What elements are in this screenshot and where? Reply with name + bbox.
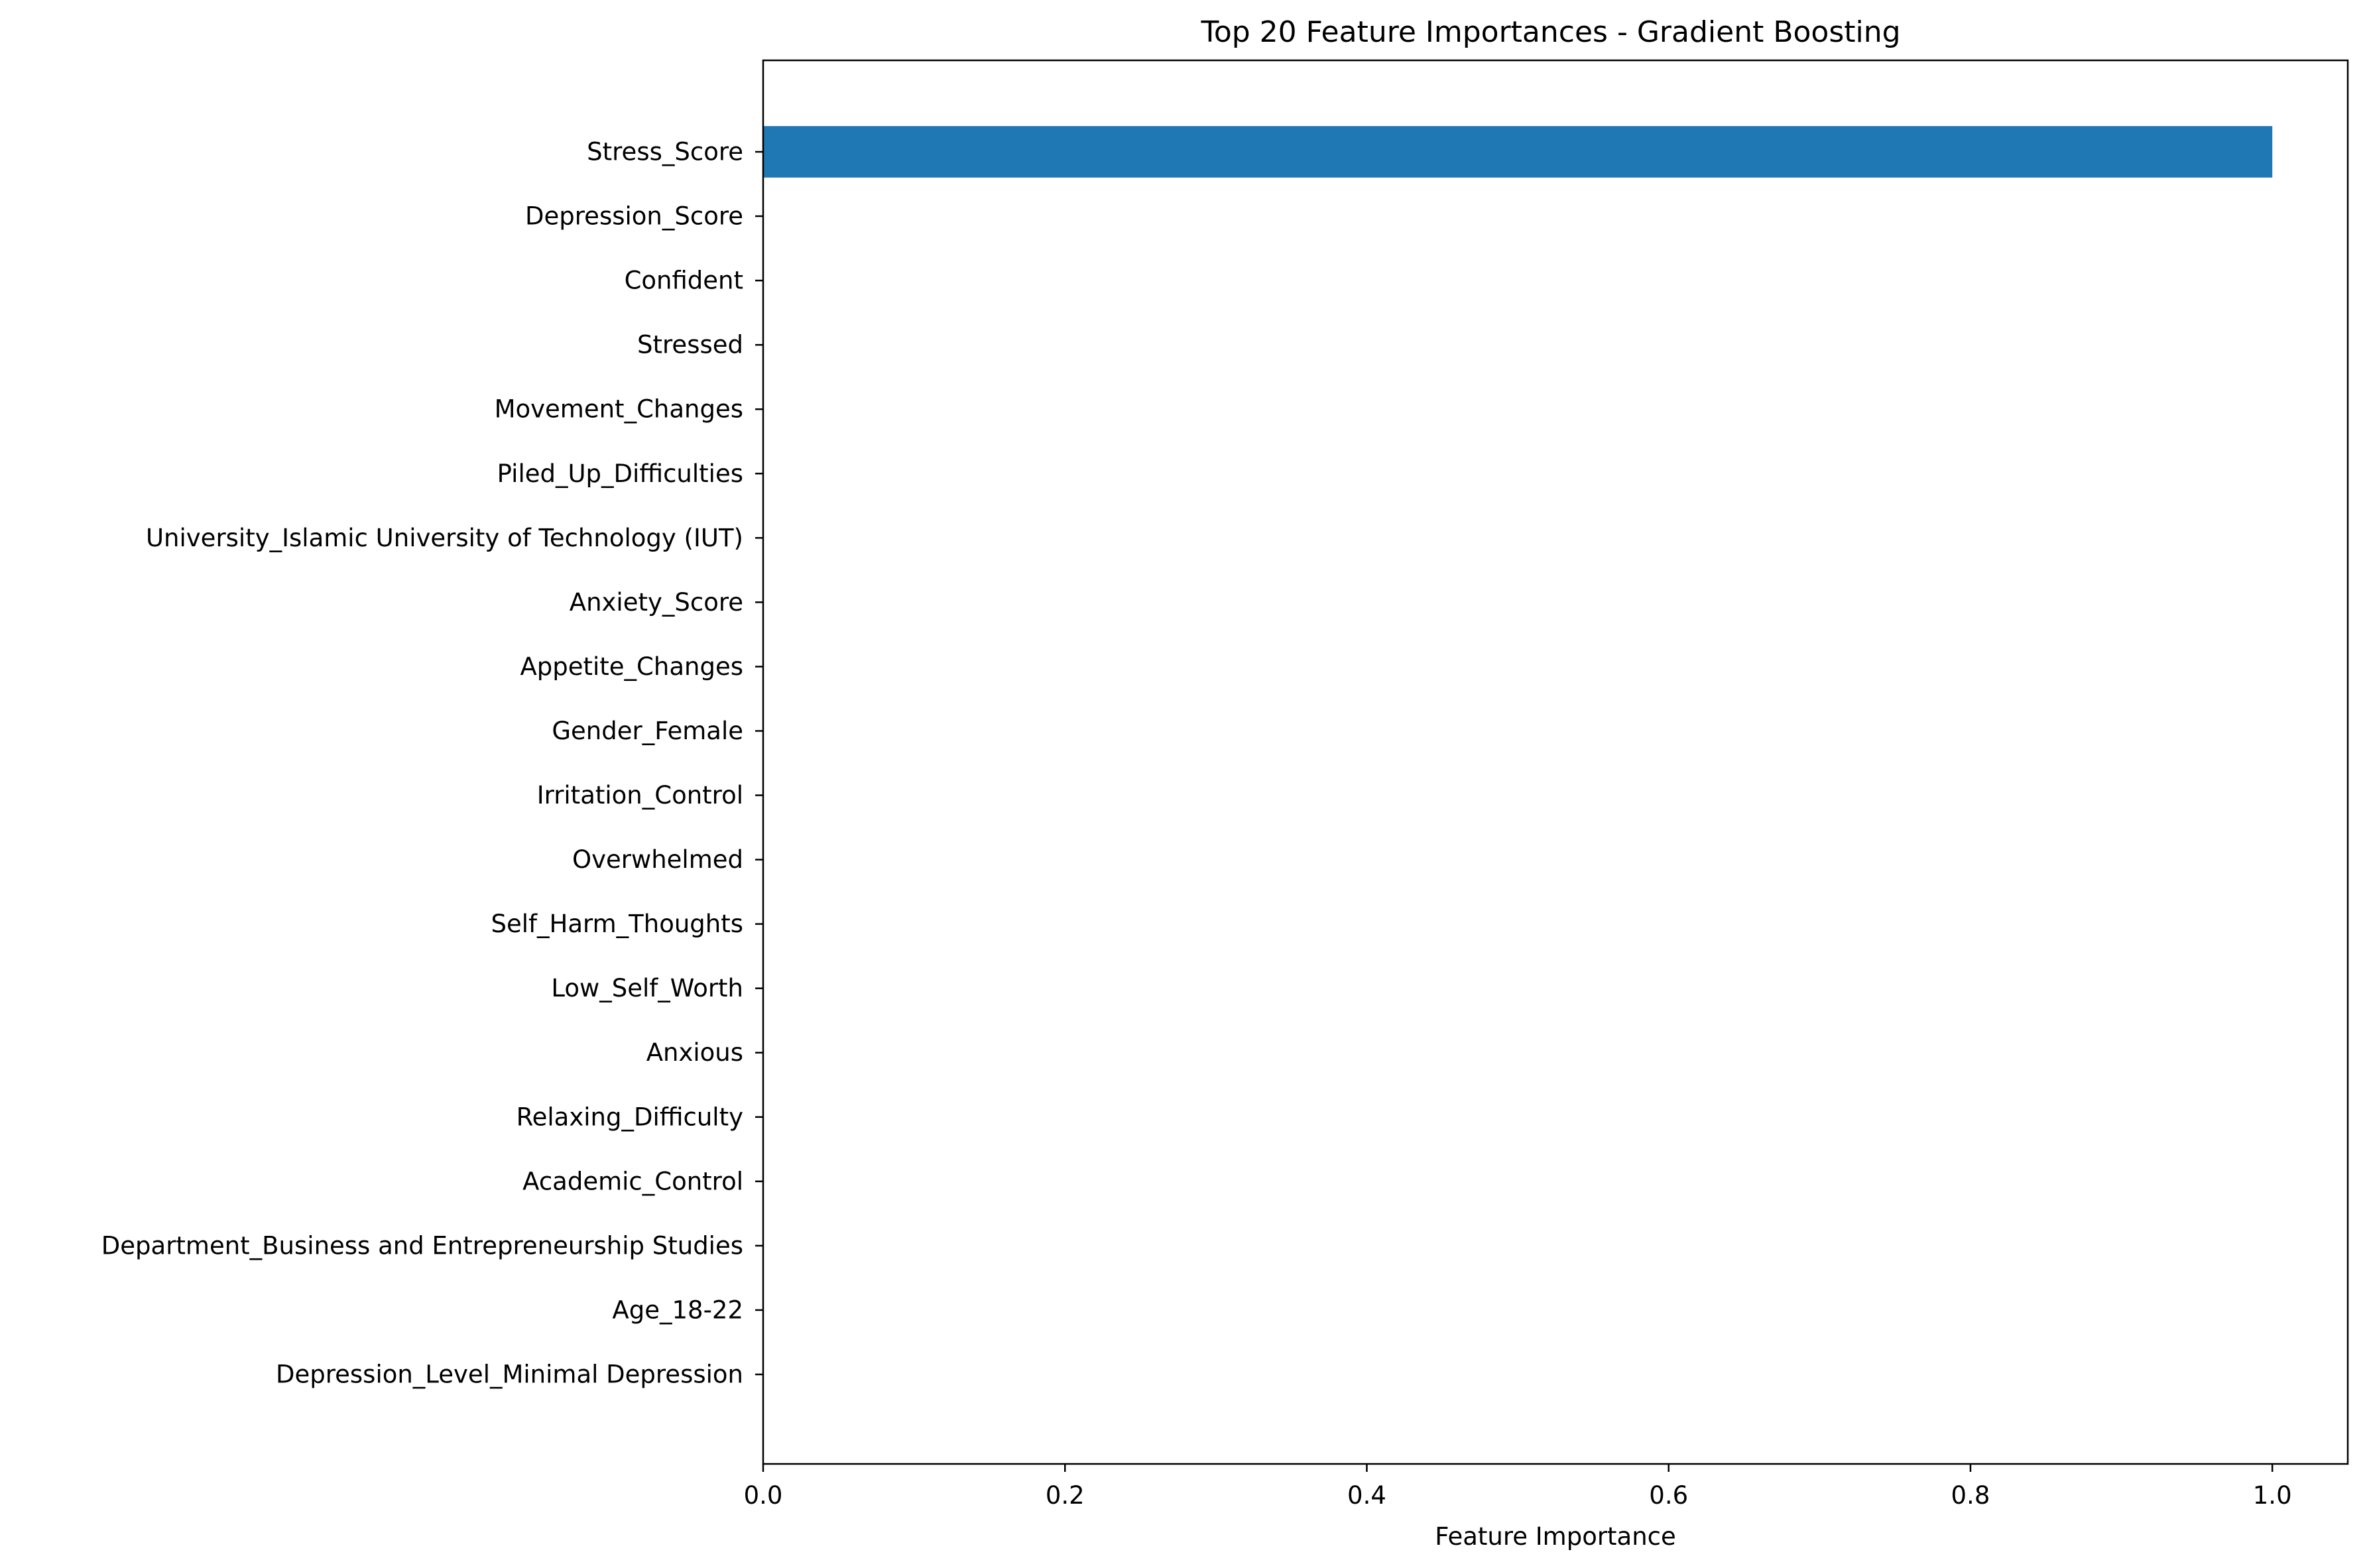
y-tick-label: Confident	[625, 267, 743, 295]
y-tick-label: Depression_Level_Minimal Depression	[276, 1360, 743, 1389]
y-tick-label: Academic_Control	[522, 1167, 743, 1195]
y-tick-label: Overwhelmed	[572, 845, 743, 874]
y-tick-label: Irritation_Control	[537, 781, 743, 810]
y-tick-label: Movement_Changes	[495, 395, 743, 424]
y-tick-label: Appetite_Changes	[520, 652, 743, 681]
x-axis-title: Feature Importance	[1435, 1522, 1676, 1551]
bars-layer	[763, 126, 2273, 178]
y-tick-label: Department_Business and Entrepreneurship…	[101, 1231, 743, 1260]
y-tick-label: Piled_Up_Difficulties	[497, 459, 743, 488]
y-tick-label: Gender_Female	[552, 717, 743, 745]
y-tick-label: Anxious	[646, 1038, 743, 1067]
y-tick-label: University_Islamic University of Technol…	[146, 524, 743, 552]
y-tick-label: Age_18-22	[612, 1296, 743, 1324]
y-tick-label: Relaxing_Difficulty	[516, 1103, 743, 1131]
y-tick-label: Depression_Score	[525, 202, 743, 231]
y-tick-label: Low_Self_Worth	[551, 974, 743, 1002]
y-tick-label: Self_Harm_Thoughts	[491, 910, 743, 938]
x-tick-label: 0.8	[1951, 1481, 1990, 1510]
y-tick-label: Anxiety_Score	[570, 588, 743, 617]
x-tick-label: 0.4	[1347, 1481, 1386, 1510]
y-tick-label: Stress_Score	[587, 138, 743, 166]
x-tick-label: 0.6	[1649, 1481, 1688, 1510]
x-tick-label: 1.0	[2253, 1481, 2292, 1510]
chart-title: Top 20 Feature Importances - Gradient Bo…	[1200, 15, 1900, 49]
x-axis-ticks: 0.0 0.2 0.4 0.6 0.8 1.0	[744, 1464, 2292, 1510]
y-axis-ticks: Stress_Score Depression_Score Confident Str…	[101, 138, 763, 1389]
x-tick-label: 0.0	[744, 1481, 783, 1510]
plot-frame	[762, 59, 2349, 1465]
x-tick-label: 0.2	[1046, 1481, 1085, 1510]
bar	[763, 126, 2273, 178]
y-tick-label: Stressed	[637, 331, 743, 359]
